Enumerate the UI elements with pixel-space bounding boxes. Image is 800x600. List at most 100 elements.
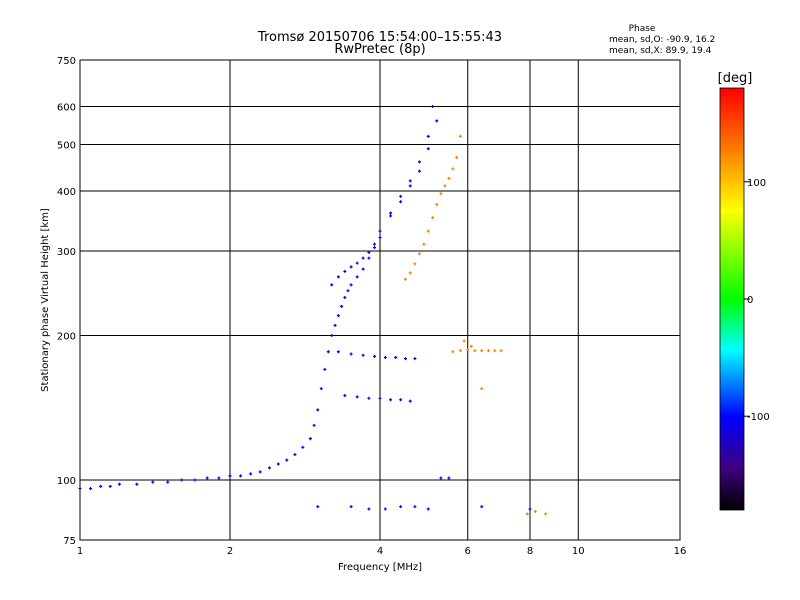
data-point	[480, 387, 484, 391]
phase-stats-heading: Phase	[629, 24, 656, 34]
y-tick-label: 400	[57, 187, 76, 198]
y-tick-label: 500	[57, 141, 76, 152]
y-tick-label: 75	[63, 536, 76, 547]
data-point	[383, 355, 387, 359]
data-point	[340, 304, 344, 308]
data-point	[367, 507, 371, 511]
data-point	[533, 509, 537, 513]
data-point	[417, 169, 421, 173]
data-point	[473, 349, 477, 353]
data-point	[426, 229, 430, 233]
data-point	[480, 349, 484, 353]
data-point	[544, 512, 548, 516]
data-point	[217, 476, 221, 480]
data-point	[316, 408, 320, 412]
chart-title: Tromsø 20150706 15:54:00–15:55:43	[257, 30, 502, 45]
x-tick-label: 10	[572, 546, 585, 557]
data-point	[426, 507, 430, 511]
x-axis-label: Frequency [MHz]	[338, 562, 422, 573]
data-point	[383, 507, 387, 511]
data-point	[336, 275, 340, 279]
data-point	[312, 423, 316, 427]
data-point	[349, 283, 353, 287]
data-point	[458, 349, 462, 353]
data-point	[431, 216, 435, 220]
data-point	[417, 160, 421, 164]
colorbar-tick-label: 0	[747, 295, 753, 306]
grid-lines	[80, 60, 680, 540]
data-point	[293, 453, 297, 457]
data-point	[228, 474, 232, 478]
data-point	[343, 394, 347, 398]
y-tick-label: 200	[57, 332, 76, 343]
y-axis-label: Stationary phase Virtual Height [km]	[40, 208, 51, 392]
data-point	[373, 246, 377, 250]
data-point	[349, 265, 353, 269]
data-point	[403, 277, 407, 281]
data-point	[333, 323, 337, 327]
data-point	[426, 134, 430, 138]
data-point	[389, 214, 393, 218]
colorbar-ticks: 100 0 -100	[744, 178, 770, 423]
data-point	[466, 348, 470, 352]
data-point	[355, 395, 359, 399]
data-point	[394, 355, 398, 359]
data-point	[316, 505, 320, 509]
data-point	[373, 354, 377, 358]
data-point	[408, 184, 412, 188]
data-point	[462, 339, 466, 343]
x-tick-label: 4	[377, 546, 383, 557]
data-point	[367, 396, 371, 400]
data-point	[276, 462, 280, 466]
data-point	[239, 474, 243, 478]
data-point	[330, 283, 334, 287]
data-point	[205, 476, 209, 480]
data-point	[108, 484, 112, 488]
data-point	[301, 445, 305, 449]
data-point	[389, 398, 393, 402]
data-point	[249, 472, 253, 476]
y-tick-label: 750	[57, 56, 76, 67]
data-point	[447, 476, 451, 480]
colorbar-label: [deg]	[718, 71, 753, 86]
data-point	[439, 476, 443, 480]
x-tick-label: 8	[527, 546, 533, 557]
data-point	[378, 229, 382, 233]
y-tick-label: 600	[57, 103, 76, 114]
data-point	[455, 155, 459, 159]
data-point	[308, 437, 312, 441]
data-point	[285, 458, 289, 462]
data-point	[422, 242, 426, 246]
y-tick-label: 300	[57, 247, 76, 258]
data-point	[451, 167, 455, 171]
data-point	[451, 350, 455, 354]
data-point	[355, 261, 359, 265]
data-point	[78, 487, 82, 491]
x-tick-label: 2	[227, 546, 233, 557]
data-point	[151, 480, 155, 484]
data-point	[408, 271, 412, 275]
data-point	[193, 478, 197, 482]
data-point	[458, 134, 462, 138]
data-point	[180, 478, 184, 482]
data-point	[326, 350, 330, 354]
data-point	[355, 275, 359, 279]
data-point	[447, 176, 451, 180]
colorbar-tick-label: 100	[747, 178, 766, 189]
data-point	[528, 507, 532, 511]
data-point	[493, 349, 497, 353]
data-point	[413, 505, 417, 509]
data-point	[435, 119, 439, 123]
echo-points	[78, 105, 548, 516]
data-point	[399, 200, 403, 204]
x-tick-label: 1	[77, 546, 83, 557]
data-point	[413, 357, 417, 361]
data-point	[439, 192, 443, 196]
data-point	[378, 236, 382, 240]
data-point	[343, 269, 347, 273]
data-point	[361, 267, 365, 271]
y-tick-label: 100	[57, 476, 76, 487]
data-point	[361, 256, 365, 260]
x-tick-label: 16	[674, 546, 687, 557]
data-point	[486, 349, 490, 353]
